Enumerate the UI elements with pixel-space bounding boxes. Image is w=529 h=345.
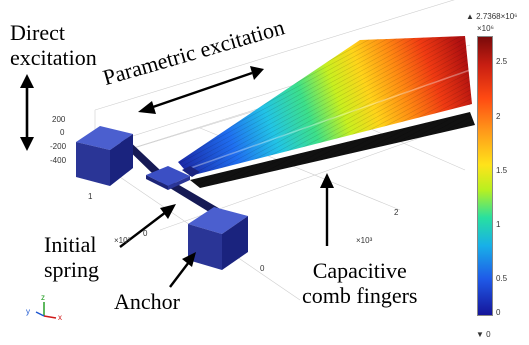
- y-tick-two: 2: [394, 208, 399, 217]
- spring-pointer-arrow: [119, 204, 176, 248]
- initial-spring-line2: spring: [44, 257, 99, 283]
- short-link: [182, 166, 200, 177]
- triad-x: x: [58, 313, 62, 322]
- triad-y: y: [26, 307, 30, 316]
- capacitive-comb-line2: comb fingers: [302, 283, 418, 309]
- x-tick-zero: 0: [143, 229, 148, 238]
- beam-finger-hatch: [178, 36, 472, 176]
- parametric-excitation-arrow: [138, 66, 264, 114]
- colorbar-tick-2: 2: [496, 112, 501, 121]
- direct-excitation-line2: excitation: [10, 45, 97, 71]
- z-tick-200: 200: [52, 115, 66, 124]
- triad-z: z: [41, 293, 45, 302]
- x-scale-label: ×10³: [114, 236, 131, 245]
- colorbar-tick-1.5: 1.5: [496, 166, 508, 175]
- y-tick-zero: 0: [260, 264, 265, 273]
- left-anchor-block: [76, 126, 133, 186]
- comb-pointer-arrow: [320, 173, 334, 246]
- colorbar-tick-2.5: 2.5: [496, 57, 508, 66]
- proof-mass-front: [168, 176, 190, 190]
- y-scale-label: ×10³: [356, 236, 373, 245]
- z-tick-minus400: -400: [50, 156, 67, 165]
- comb-fingers-dark-hatch: [190, 112, 475, 188]
- z-tick-minus200: -200: [50, 142, 67, 151]
- anchor-pointer-arrow: [169, 252, 196, 288]
- colorbar-max: ▲ 2.7368×10⁶: [466, 12, 518, 21]
- direct-excitation-label: Direct excitation: [10, 20, 97, 71]
- proof-mass-side: [146, 175, 168, 190]
- z-tick-0: 0: [60, 128, 65, 137]
- capacitive-comb-label: Capacitive comb fingers: [302, 258, 417, 309]
- anchor-label: Anchor: [114, 289, 180, 314]
- axis-triad: [35, 302, 57, 319]
- colorbar-tick-0: 0: [496, 308, 501, 317]
- bottom-anchor-block: [188, 207, 248, 270]
- colorbar-tick-0.5: 0.5: [496, 274, 508, 283]
- direct-excitation-arrow: [20, 74, 34, 151]
- beam-center-line: [184, 69, 471, 171]
- x-tick-one: 1: [88, 192, 93, 201]
- colorbar-tick-1: 1: [496, 220, 501, 229]
- colorbar: [477, 36, 493, 316]
- direct-excitation-line1: Direct: [10, 20, 65, 45]
- capacitive-comb-line1: Capacitive: [312, 258, 407, 283]
- initial-spring-line1: Initial: [44, 232, 97, 257]
- spring-beam-lower: [160, 178, 222, 215]
- colorbar-scale: ×10⁶: [477, 24, 494, 33]
- initial-spring-label: Initial spring: [44, 232, 99, 283]
- colorbar-min: ▼ 0: [476, 330, 491, 339]
